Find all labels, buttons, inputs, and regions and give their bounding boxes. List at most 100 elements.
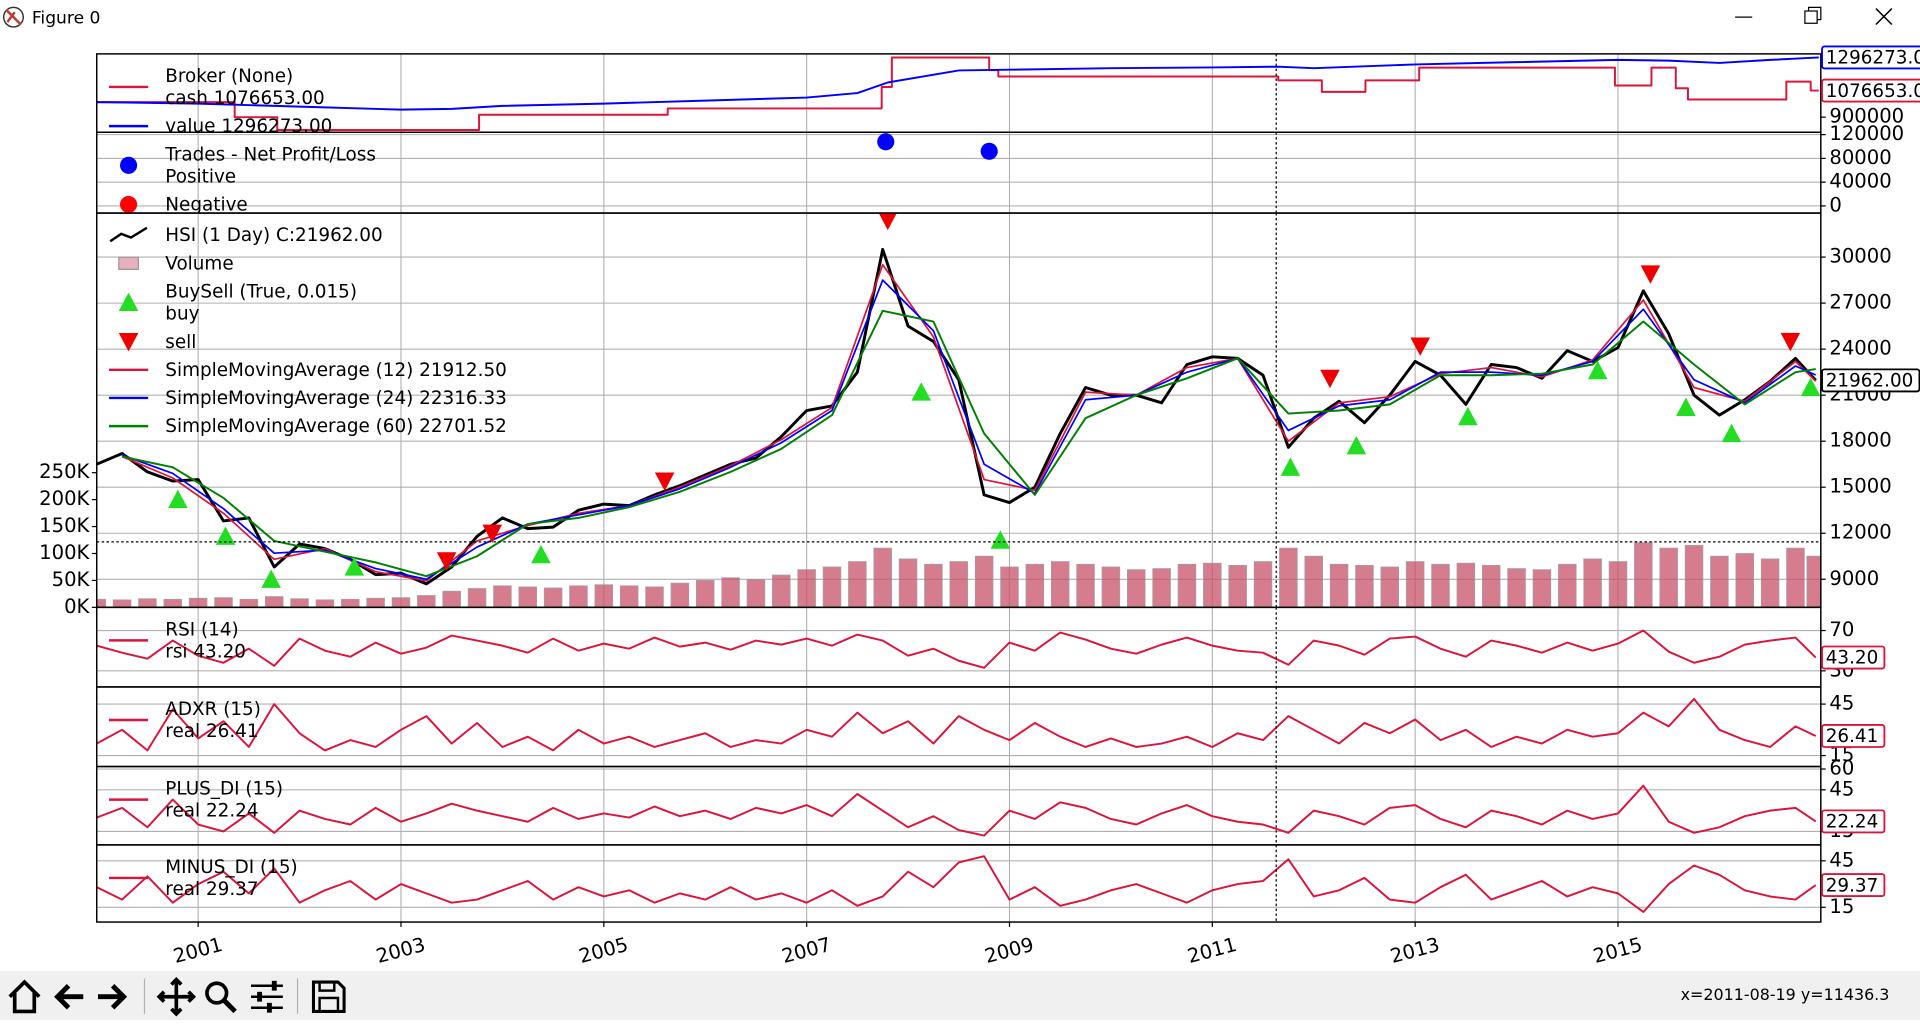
volume-bar [138, 598, 157, 608]
legend: Trades - Net Profit/Loss Positive Negativ… [107, 143, 621, 214]
buy-marker [261, 569, 281, 588]
buy-marker [1587, 360, 1608, 380]
legend-box: RSI (14) rsi 43.20 [107, 618, 621, 662]
volume-bar [1507, 568, 1526, 608]
buy-marker [531, 544, 551, 564]
value-tag-label: 29.37 [1826, 875, 1879, 896]
volume-bar [1710, 555, 1729, 608]
volume-bar [1076, 563, 1095, 608]
legend-label: sell [165, 330, 197, 353]
legend-label: SimpleMovingAverage (60) 22701.52 [165, 415, 507, 438]
series-line [96, 56, 1819, 111]
forward-icon [97, 983, 128, 1010]
volume-bar [1456, 562, 1476, 608]
value-tag [1821, 873, 1886, 898]
forward-button[interactable] [93, 976, 132, 1015]
sell-marker [1780, 332, 1801, 352]
back-button[interactable] [49, 976, 88, 1015]
y2-tick-label: 200K [39, 487, 90, 510]
value-tag [1821, 724, 1886, 748]
value-tag [1821, 645, 1886, 670]
app-icon-glyph [5, 8, 22, 26]
plot-area [96, 855, 1817, 913]
trade-marker [980, 142, 998, 160]
subplot: 900000 1076653.0 1296273.0 Broker (None) ca… [96, 45, 1920, 133]
plot-area [877, 133, 998, 160]
legend-label: HSI (1 Day) C:21962.00 [165, 224, 383, 247]
volume-bar [341, 598, 360, 608]
legend-line [109, 226, 148, 243]
y-tick-label: 70 [1829, 618, 1854, 641]
legend-entry: ADXR (15) real 26.41 [107, 698, 621, 742]
volume-bar [645, 586, 664, 608]
configure-button[interactable] [245, 976, 288, 1015]
buy-marker [1280, 457, 1301, 476]
trade-marker [877, 133, 895, 151]
close-hit[interactable] [1855, 0, 1916, 34]
legend-box: Broker (None) cash 1076653.00 value 12962… [107, 65, 621, 132]
buy-marker [215, 526, 236, 545]
value-tag [1821, 368, 1920, 393]
save-icon-body [318, 996, 340, 1013]
legend-marker [108, 85, 149, 89]
close-glyph [1875, 8, 1893, 26]
minimize-button[interactable] [1717, 0, 1773, 34]
sell-marker [1640, 265, 1661, 284]
series-line [121, 309, 1816, 578]
save-icon-label [318, 980, 336, 992]
volume-bar [1806, 555, 1821, 608]
volume-bar [1127, 569, 1146, 608]
series-line [96, 784, 1817, 837]
volume-bar [1025, 563, 1045, 608]
value-tag-label: 21962.00 [1826, 371, 1914, 392]
legend: PLUS_DI (15) real 22.24 [107, 778, 621, 822]
plot-area [96, 56, 1819, 131]
volume-bar [1684, 545, 1704, 608]
legend: ADXR (15) real 26.41 [107, 698, 621, 742]
legend-entry: Negative [107, 193, 621, 214]
legend-box: Trades - Net Profit/Loss Positive Negativ… [107, 143, 621, 214]
back-icon [54, 983, 84, 1010]
plot-area [96, 213, 1821, 608]
volume-bar [543, 587, 563, 608]
volume-bar [974, 555, 994, 608]
volume-bar [1481, 564, 1501, 608]
volume-bar [96, 598, 106, 608]
close-button[interactable] [1855, 0, 1916, 34]
legend: MINUS_DI (15) real 29.37 [107, 856, 621, 900]
home-icon [8, 979, 41, 1014]
value-tag [1821, 78, 1920, 103]
y-tick-label: 18000 [1829, 429, 1891, 452]
home-button[interactable] [5, 976, 44, 1015]
zoom-button[interactable] [200, 976, 240, 1015]
save-button[interactable] [306, 976, 349, 1015]
legend-entry: sell [107, 331, 621, 353]
volume-bar [1279, 547, 1298, 608]
legend: Broker (None) cash 1076653.00 value 12962… [107, 65, 621, 132]
legend-label: SimpleMovingAverage (12) 21912.50 [165, 358, 507, 381]
restore-hit[interactable] [1785, 0, 1841, 34]
plot-area [96, 697, 1817, 752]
legend-marker [118, 256, 139, 270]
legend: HSI (1 Day) C:21962.00 Volume BuySell (Tru… [107, 224, 621, 438]
volume-bar [695, 580, 715, 608]
restore-button[interactable] [1785, 0, 1841, 34]
volume-bar [924, 563, 943, 608]
volume-bar [1355, 564, 1374, 608]
legend-marker [108, 798, 149, 801]
pan-icon [156, 976, 197, 1017]
legend-box: MINUS_DI (15) real 29.37 [107, 856, 621, 900]
legend-marker [108, 876, 149, 880]
y2-tick-label: 250K [39, 460, 90, 483]
legend-label: PLUS_DI (15) real 22.24 [165, 777, 284, 822]
legend-entry: PLUS_DI (15) real 22.24 [107, 778, 621, 822]
value-tag-label: 26.41 [1826, 726, 1879, 747]
subplot: 9000120001500018000210002400027000300000… [39, 212, 1920, 618]
volume-bar [594, 584, 614, 608]
volume-bar [1786, 547, 1805, 608]
sell-marker [482, 524, 503, 544]
pan-button[interactable] [156, 976, 197, 1017]
volume-bar [214, 597, 233, 608]
